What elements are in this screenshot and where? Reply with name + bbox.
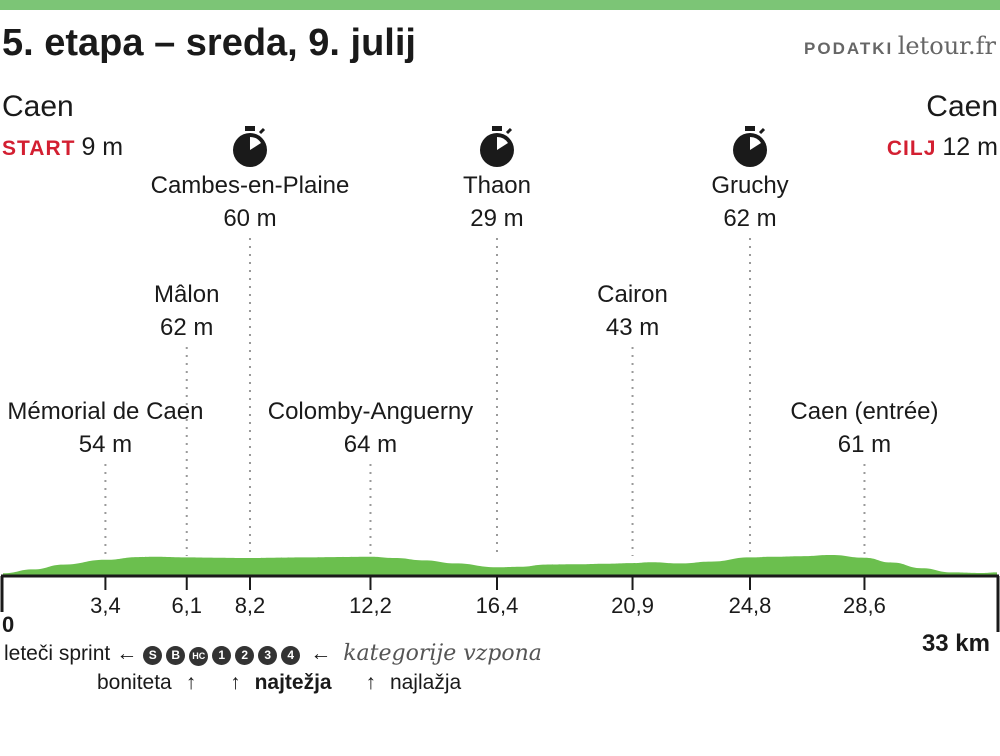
source-site: letour.fr xyxy=(897,32,996,60)
start-tag: START xyxy=(2,137,76,160)
waypoint-altitude: 62 m xyxy=(160,314,213,341)
up-arrow-icon: ↑ xyxy=(230,671,241,694)
stopwatch-button xyxy=(758,127,766,135)
waypoint-altitude: 54 m xyxy=(79,431,132,458)
category-badge-3: 3 xyxy=(258,646,278,665)
x-tick-label: 28,6 xyxy=(843,593,886,618)
page-title: 5. etapa – sreda, 9. julij xyxy=(2,22,416,64)
category-badge-4: 4 xyxy=(281,646,301,665)
category-badge-s: S xyxy=(143,646,163,665)
category-badge-1: 1 xyxy=(212,646,232,665)
waypoint-name: Cambes-en-Plaine xyxy=(151,172,350,199)
left-arrow-icon: ← xyxy=(116,641,138,665)
waypoint-name: Mâlon xyxy=(154,281,219,308)
x-axis-end-label: 33 km xyxy=(921,630,990,657)
waypoint-name: Mémorial de Caen xyxy=(7,398,203,425)
stopwatch-crown xyxy=(244,126,255,131)
stopwatch-crown xyxy=(745,126,756,131)
waypoint-altitude: 61 m xyxy=(838,431,891,458)
x-tick-label: 8,2 xyxy=(235,593,266,618)
stopwatch-icon xyxy=(232,126,267,167)
waypoint-name: Thaon xyxy=(463,172,531,199)
finish-altitude: 12 m xyxy=(942,133,998,161)
stopwatch-icon xyxy=(733,126,768,167)
stopwatch-button xyxy=(505,127,513,135)
waypoint-altitude: 43 m xyxy=(606,314,659,341)
x-tick-label: 6,1 xyxy=(171,593,202,618)
legend-flying-sprint: leteči sprint xyxy=(4,641,111,665)
elevation-profile-area xyxy=(3,555,997,576)
legend-easiest: ↑ najlažja xyxy=(365,671,462,694)
x-tick-label: 12,2 xyxy=(349,593,392,618)
stopwatch-hand xyxy=(249,136,261,150)
x-tick-label: 16,4 xyxy=(476,593,519,618)
waypoint-name: Cairon xyxy=(597,281,668,308)
waypoint-altitude: 29 m xyxy=(470,205,523,232)
source-label: PODATKI xyxy=(804,39,894,58)
x-tick-label: 20,9 xyxy=(611,593,654,618)
source-credit: PODATKI letour.fr xyxy=(804,32,996,60)
legend-climb-categories: kategorije vzpona xyxy=(343,641,542,666)
x-tick-label: 3,4 xyxy=(90,593,121,618)
waypoint-altitude: 62 m xyxy=(723,205,776,232)
top-accent-bar xyxy=(0,0,1000,10)
stopwatch-hand xyxy=(496,136,508,150)
waypoint-name: Caen (entrée) xyxy=(790,398,938,425)
x-axis-start-label: 0 xyxy=(2,612,15,637)
category-badge-2: 2 xyxy=(235,646,255,665)
stopwatch-hand xyxy=(750,136,762,150)
start-altitude: 9 m xyxy=(81,133,124,161)
finish-tag: CILJ xyxy=(886,137,937,160)
waypoint-name: Colomby-Anguerny xyxy=(268,398,473,425)
up-arrow-icon: ↑ xyxy=(365,671,376,694)
left-arrow-icon: ← xyxy=(310,641,332,665)
legend-subrow: boniteta ↑ ↑ najtežja ↑ najlažja xyxy=(97,671,489,695)
waypoint-altitude: 60 m xyxy=(223,205,276,232)
legend-row: leteči sprint ← S B HC 1 2 3 4 ← kategorije vz… xyxy=(4,641,542,666)
finish-row: CILJ 12 m xyxy=(887,133,998,162)
category-badge-b: B xyxy=(166,646,186,665)
category-badges: S B HC 1 2 3 4 xyxy=(143,641,304,666)
legend-bonus: boniteta ↑ xyxy=(97,671,197,694)
waypoint-altitude: 64 m xyxy=(344,431,397,458)
stopwatch-crown xyxy=(491,126,502,131)
x-tick-label: 24,8 xyxy=(729,593,772,618)
finish-city: Caen xyxy=(926,90,998,123)
up-arrow-icon: ↑ xyxy=(185,671,197,694)
stopwatch-icon xyxy=(479,126,514,167)
start-row: START 9 m xyxy=(2,133,123,162)
start-city: Caen xyxy=(2,90,74,123)
legend-hardest: ↑ najtežja xyxy=(230,671,332,694)
category-badge-hc: HC xyxy=(189,647,209,666)
stopwatch-button xyxy=(258,127,266,135)
waypoint-name: Gruchy xyxy=(711,172,788,199)
